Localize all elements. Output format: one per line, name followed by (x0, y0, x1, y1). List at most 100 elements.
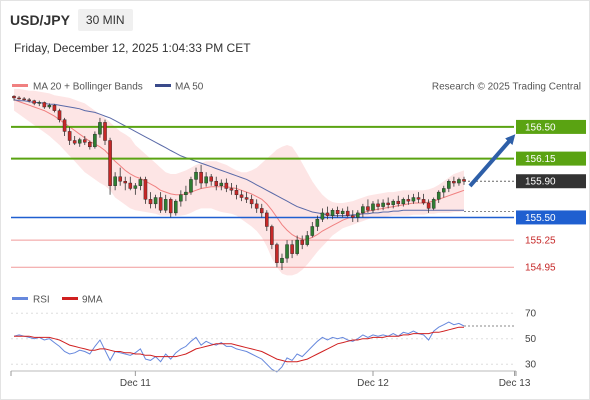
candle-body-8 (52, 104, 57, 111)
symbol-title: USD/JPY (10, 12, 70, 28)
x-tick-label-0: Dec 11 (120, 378, 151, 389)
resistance-label-bg-1 (516, 151, 586, 166)
candle-body-73 (381, 202, 385, 207)
candle-body-10 (62, 119, 67, 132)
candle-body-15 (88, 142, 92, 148)
candlesticks (12, 95, 466, 270)
candle-body-4 (32, 100, 36, 104)
candle-body-7 (47, 104, 52, 108)
candle-body-72 (376, 203, 380, 207)
candle-body-64 (335, 209, 340, 215)
ma20-legend-label: MA 20 + Bollinger Bands (33, 82, 143, 93)
candle-body-19 (108, 140, 112, 186)
candle-body-32 (174, 200, 178, 214)
rsi-tick-70: 70 (525, 309, 537, 320)
candle-body-71 (371, 203, 375, 211)
candle-body-55 (290, 244, 294, 254)
candle-body-36 (194, 171, 198, 180)
candle-body-56 (295, 239, 299, 254)
candle-body-82 (426, 202, 431, 209)
candle-body-1 (17, 97, 21, 100)
rsi-tick-30: 30 (525, 360, 537, 371)
candle-body-50 (265, 212, 269, 227)
candle-body-26 (143, 179, 148, 200)
ma20-legend-swatch (12, 84, 28, 87)
candle-body-11 (67, 131, 72, 141)
target-label-4: 155.25 (525, 236, 556, 247)
candle-body-20 (113, 176, 117, 186)
candle-body-16 (93, 133, 97, 148)
candle-body-46 (244, 197, 249, 200)
candle-body-37 (199, 171, 203, 184)
candle-body-38 (204, 176, 208, 184)
candle-body-9 (57, 110, 62, 120)
ma50-legend-swatch (155, 84, 171, 87)
candle-body-14 (83, 139, 87, 143)
candle-body-31 (168, 199, 173, 214)
candle-body-79 (411, 197, 416, 202)
candle-body-57 (300, 239, 304, 245)
target-label-5: 154.95 (525, 263, 556, 274)
candle-body-28 (153, 197, 158, 205)
candle-body-45 (239, 194, 244, 198)
x-tick-label-2: Dec 13 (499, 378, 531, 389)
price-legend: MA 20 + Bollinger Bands MA 50 Research ©… (12, 82, 581, 93)
candle-body-6 (42, 102, 47, 108)
candle-body-12 (72, 140, 77, 144)
bollinger-band-area (14, 88, 464, 276)
candle-body-62 (325, 212, 330, 216)
ma20-line (13, 99, 465, 240)
candle-body-5 (37, 102, 42, 104)
candle-body-61 (320, 212, 325, 220)
resistance-label-0: 156.50 (525, 122, 556, 133)
bollinger-bands (14, 88, 464, 276)
candle-body-39 (209, 176, 213, 182)
candle-body-22 (123, 181, 128, 184)
rsi-ma-legend-label: 9MA (82, 295, 103, 306)
candle-body-80 (416, 197, 421, 200)
candle-body-51 (270, 226, 274, 245)
current-price-label-bg (516, 174, 586, 189)
resistance-label-bg-0 (516, 119, 586, 134)
candle-body-0 (12, 95, 16, 99)
candle-body-65 (340, 210, 345, 215)
candle-body-70 (366, 206, 370, 211)
moving-averages (13, 99, 465, 240)
candle-body-81 (421, 199, 426, 204)
candle-body-40 (214, 181, 219, 186)
forecast-arrow (468, 134, 516, 188)
current-price-label: 155.90 (525, 177, 556, 188)
candle-body-74 (386, 202, 390, 205)
candle-body-84 (436, 191, 441, 200)
candle-body-49 (259, 208, 264, 214)
candle-body-44 (234, 190, 239, 196)
candle-body-47 (249, 199, 254, 205)
timeframe-badge[interactable]: 30 MIN (77, 9, 133, 31)
rsi-panel: 70 50 30 (11, 309, 537, 373)
ma50-line (13, 99, 464, 217)
rsi-legend-swatch (12, 297, 28, 300)
candle-body-29 (158, 197, 163, 211)
candle-body-53 (280, 257, 284, 263)
rsi-ma-line (14, 326, 464, 363)
candle-body-77 (401, 199, 406, 205)
candle-body-42 (224, 182, 229, 189)
candle-body-75 (391, 200, 395, 205)
candle-body-67 (350, 215, 355, 218)
research-credit: Research © 2025 Trading Central (432, 82, 581, 93)
candle-body-33 (179, 194, 183, 202)
candle-body-87 (452, 181, 456, 184)
candle-body-35 (189, 179, 193, 193)
candle-body-25 (138, 179, 143, 186)
rsi-legend: RSI 9MA (12, 295, 103, 306)
candle-body-66 (345, 210, 350, 216)
candle-body-89 (462, 179, 466, 182)
candle-body-88 (457, 179, 461, 184)
candle-body-24 (133, 185, 138, 189)
price-levels: 156.50 156.15 155.90 155.50 155.25 154.95 (11, 119, 586, 274)
candle-body-48 (254, 203, 259, 209)
candle-body-2 (22, 98, 26, 101)
candle-body-30 (163, 199, 168, 211)
resistance-label-1: 156.15 (525, 154, 556, 165)
